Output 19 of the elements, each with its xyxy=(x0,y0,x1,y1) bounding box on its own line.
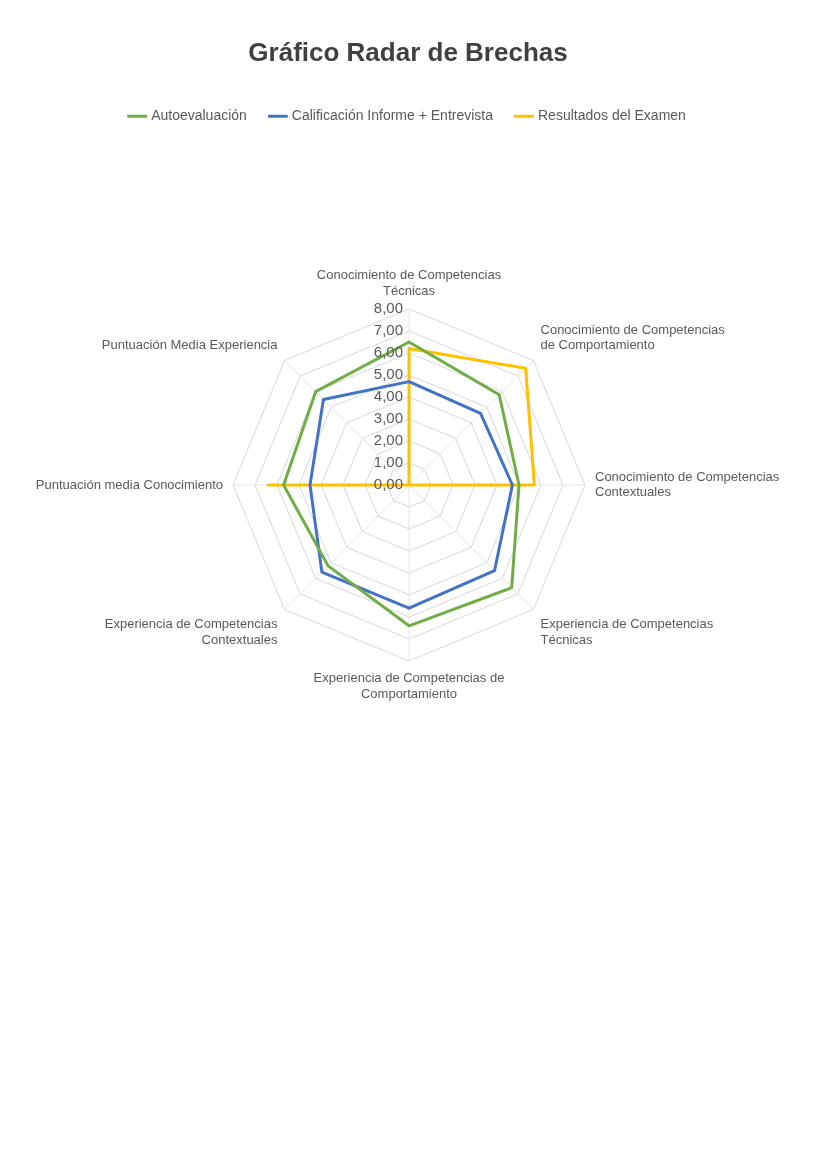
y-tick-label: 3,00 xyxy=(373,409,403,427)
y-tick-label: 5,00 xyxy=(373,365,403,383)
y-tick-label: 2,00 xyxy=(373,431,403,449)
chart-title: Gráfico Radar de Brechas xyxy=(248,36,568,67)
legend-label: Autoevaluación xyxy=(151,107,247,124)
spoke-label: Experiencia de Competencias Técnicas xyxy=(540,615,714,647)
spoke-label: Conocimiento de Competencias Contextuales xyxy=(595,468,780,500)
y-tick-label: 4,00 xyxy=(373,387,403,405)
legend-label: Resultados del Examen xyxy=(538,107,686,124)
y-tick-label: 1,00 xyxy=(373,453,403,471)
spoke-label: Experiencia de Competencias Contextuales xyxy=(104,615,278,647)
spoke-label: Conocimiento de Competencias de Comportamiento xyxy=(540,321,726,353)
spoke-label: Puntuación Media Experiencia xyxy=(101,337,279,353)
legend-label: Calificación Informe + Entrevista xyxy=(291,107,494,124)
spoke-label: Puntuación media Conocimiento xyxy=(35,476,223,492)
y-tick-label: 7,00 xyxy=(373,321,403,339)
y-tick-label: 8,00 xyxy=(373,299,403,317)
spoke-label: Conocimiento de Competencias Técnicas xyxy=(316,267,502,298)
spoke-label: Experiencia de Competencias de Comportamiento xyxy=(313,670,505,701)
